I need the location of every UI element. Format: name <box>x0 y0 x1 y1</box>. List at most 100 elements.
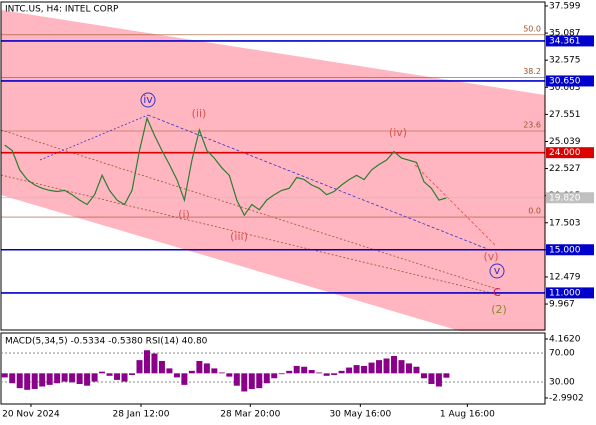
macd-bar <box>301 366 308 374</box>
level-label: 19.820 <box>549 193 581 203</box>
macd-bar <box>84 373 91 386</box>
macd-bar <box>383 358 390 374</box>
y-tick-label: 12.479 <box>549 272 581 282</box>
macd-bar <box>151 353 158 374</box>
chart-title: INTC.US, H4: INTEL CORP <box>5 5 119 15</box>
macd-bar <box>443 373 450 378</box>
macd-bar <box>338 370 345 374</box>
macd-bar <box>196 360 203 374</box>
y-tick-label: 4.1620 <box>549 335 581 345</box>
macd-bar <box>54 373 61 384</box>
macd-bar <box>173 373 180 378</box>
macd-bar <box>24 373 31 390</box>
wave-label: (v) <box>483 250 498 263</box>
wave-label: C <box>493 286 501 299</box>
y2-tick-label: 30.00 <box>549 378 575 388</box>
level-box <box>546 147 594 159</box>
macd-bar <box>1 373 8 378</box>
macd-bar <box>121 373 128 382</box>
macd-bar <box>143 350 150 374</box>
macd-bar <box>286 370 293 374</box>
macd-bar <box>391 356 398 374</box>
y-tick-label: 17.503 <box>549 218 581 228</box>
level-box <box>546 35 594 47</box>
y-tick-label: 22.527 <box>549 164 581 174</box>
y-tick-label: 30.063 <box>549 83 581 93</box>
level-label: 24.000 <box>549 148 581 158</box>
x-tick-label: 1 Aug 16:00 <box>440 410 495 420</box>
macd-bar <box>181 373 188 385</box>
macd-bar <box>241 373 248 392</box>
wave-label: (ii) <box>192 107 207 120</box>
macd-bar <box>413 366 420 374</box>
trend-line <box>0 174 501 296</box>
y-tick-label: 35.087 <box>549 29 581 39</box>
level-box <box>546 192 594 204</box>
level-label: 11.000 <box>549 288 581 298</box>
macd-bar <box>226 373 233 377</box>
level-box <box>546 287 594 299</box>
macd-bar <box>61 373 68 382</box>
macd-bar <box>99 371 106 374</box>
trend-line <box>147 114 491 251</box>
y2-tick-label: 70.00 <box>549 349 575 359</box>
fib-label: 50.0 <box>523 24 541 33</box>
macd-bar <box>69 373 76 383</box>
macd-bar <box>316 372 323 374</box>
macd-bar <box>263 373 270 384</box>
fib-label: 0.0 <box>528 207 541 216</box>
x-tick-label: 20 Nov 2024 <box>2 410 60 420</box>
macd-bar <box>39 373 46 387</box>
fib-label: 23.6 <box>523 120 541 129</box>
level-box <box>546 244 594 256</box>
macd-bar <box>376 360 383 374</box>
macd-bar <box>114 373 121 380</box>
level-label: 34.361 <box>549 36 581 46</box>
wave-label: (i) <box>178 208 190 221</box>
macd-bar <box>398 360 405 374</box>
macd-bar <box>211 368 218 374</box>
y-tick-label: 25.039 <box>549 137 581 147</box>
macd-bar <box>31 373 38 389</box>
x-tick-label: 28 Mar 20:00 <box>220 410 280 420</box>
macd-bar <box>353 365 360 374</box>
macd-bar <box>203 363 210 374</box>
macd-bar <box>278 373 285 375</box>
macd-bar <box>368 362 375 374</box>
trend-line <box>39 114 149 161</box>
macd-bar <box>271 373 278 379</box>
panel-border <box>0 1 546 331</box>
macd-bar <box>188 370 195 374</box>
trend-line <box>0 129 501 291</box>
x-tick-label: 30 May 16:00 <box>329 410 391 420</box>
macd-bar <box>166 368 173 374</box>
panel-border <box>0 332 546 405</box>
macd-bar <box>420 373 427 379</box>
macd-bar <box>346 367 353 374</box>
macd-bar <box>361 365 368 374</box>
price-line <box>4 116 447 217</box>
macd-bar <box>405 363 412 374</box>
macd-bar <box>158 360 165 374</box>
wave-label: (iv) <box>389 126 407 139</box>
trend-line <box>414 164 496 246</box>
macd-bar <box>136 360 143 374</box>
y-tick-label: -2.9902 <box>549 393 584 403</box>
fib-label: 38.2 <box>523 67 541 76</box>
macd-bar <box>129 373 136 375</box>
macd-bar <box>323 373 330 376</box>
level-label: 15.000 <box>549 245 581 255</box>
macd-bar <box>16 373 23 389</box>
macd-bar <box>256 373 263 389</box>
macd-bar <box>428 373 435 385</box>
level-box <box>546 75 594 87</box>
macd-bar <box>76 373 83 385</box>
macd-bar <box>435 373 442 387</box>
channel <box>1 10 545 331</box>
wave-circle <box>140 92 156 108</box>
wave-label: iv <box>143 93 153 106</box>
macd-bar <box>293 365 300 374</box>
macd-bar <box>106 373 113 376</box>
macd-bar <box>46 373 53 385</box>
